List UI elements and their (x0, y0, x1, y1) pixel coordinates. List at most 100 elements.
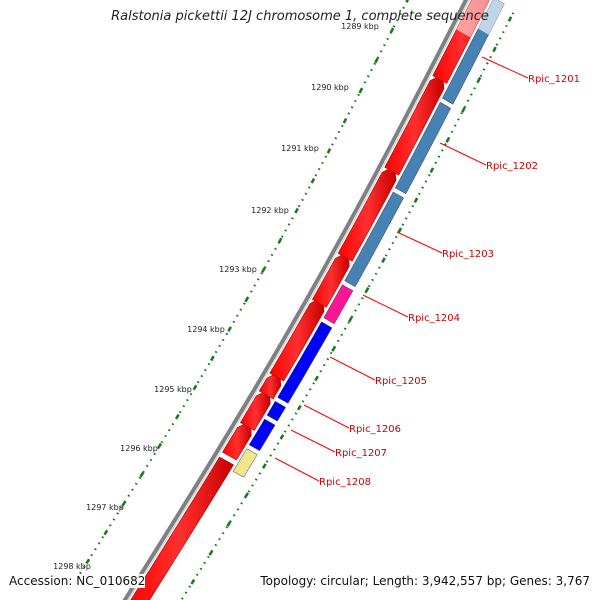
tick-major (85, 558, 91, 565)
tick-dot (189, 392, 193, 396)
leader-line (481, 56, 529, 79)
gene-label: Rpic_1203 (442, 249, 494, 260)
tick-dot (470, 93, 473, 96)
tick-dot (437, 155, 441, 158)
tick-dot (249, 290, 253, 293)
tick-major (261, 267, 266, 273)
tick-dot (112, 518, 116, 521)
tick-dot (274, 247, 277, 251)
tick-dot (254, 478, 258, 481)
tick-dot (317, 167, 321, 171)
tick-dot (225, 525, 229, 529)
tick-major (342, 118, 348, 124)
tick-dot (294, 412, 298, 415)
tick-dot (340, 333, 344, 337)
leader-line (439, 142, 487, 166)
tick-dot (290, 418, 294, 421)
tick-dot (511, 12, 515, 15)
tick-dot (321, 161, 324, 165)
tick-dot (287, 424, 291, 427)
tick-dot (142, 470, 145, 474)
gene-label: Rpic_1204 (408, 313, 460, 324)
kbp-tick-label: 1294 kbp (187, 325, 225, 334)
tick-dot (418, 192, 421, 196)
tick-dot (404, 217, 408, 220)
tick-dot (392, 25, 396, 28)
tick-dot (258, 472, 262, 475)
tick-major (331, 346, 336, 352)
kbp-tick-label: 1293 kbp (219, 265, 257, 274)
gene-label: Rpic_1208 (319, 477, 371, 488)
tick-dot (149, 458, 153, 462)
kbp-tick-label: 1289 kbp (341, 22, 379, 31)
tick-dot (82, 565, 86, 569)
tick-dot (214, 350, 218, 354)
tick-major (492, 46, 497, 53)
tick-dot (371, 278, 374, 282)
tick-dot (181, 597, 184, 600)
tick-dot (221, 338, 225, 342)
tick-dot (322, 363, 326, 367)
tick-dot (314, 174, 318, 177)
gene-fade (478, 0, 505, 35)
leader-line (362, 294, 409, 318)
tick-dot (308, 388, 312, 391)
tick-dot (505, 24, 508, 28)
tick-dot (373, 62, 377, 66)
tick-dot (498, 37, 502, 40)
tick-dot (196, 380, 200, 384)
tick-dot (421, 186, 425, 189)
tick-dot (391, 241, 395, 245)
tick-dot (473, 87, 476, 90)
tick-dot (386, 37, 389, 41)
tick-dot (489, 55, 492, 59)
tick-major (174, 413, 180, 420)
gene-label: Rpic_1205 (375, 376, 427, 387)
tick-dot (347, 321, 350, 324)
backbone (122, 0, 470, 600)
tick-dot (378, 266, 381, 269)
tick-dot (305, 394, 308, 397)
tick-dot (178, 410, 182, 414)
tick-major (294, 207, 299, 214)
tick-dot (218, 344, 221, 348)
gene-Rpic_1204 (323, 284, 354, 325)
forward-strand-features (130, 0, 490, 600)
tick-dot (312, 382, 316, 385)
tick-dot (134, 482, 138, 486)
tick-dot (164, 434, 167, 438)
tick-major (139, 471, 145, 478)
cds-feature (130, 456, 234, 600)
tick-major (413, 197, 419, 204)
tick-dot (463, 105, 467, 109)
accession-footer: Accession: NC_010682 (9, 574, 146, 588)
tick-dot (171, 422, 175, 426)
tick-major (476, 76, 482, 83)
kbp-tick-label: 1296 kbp (120, 444, 158, 453)
scale-ticks: 1289 kbp 1290 kbp 1291 kbp 1292 kbp 1293 kbp… (53, 0, 515, 600)
leader-line (303, 404, 350, 429)
tick-dot (374, 272, 378, 276)
gene-label: Rpic_1202 (486, 161, 538, 172)
tick-dot (411, 204, 415, 208)
tick-dot (270, 253, 274, 257)
accession-value: NC_010682 (76, 574, 146, 588)
tick-dot (167, 428, 171, 432)
tick-dot (324, 155, 328, 159)
tick-dot (350, 106, 354, 109)
tick-dot (182, 404, 186, 408)
tick-dot (495, 43, 499, 46)
tick-major (121, 500, 127, 507)
tick-dot (160, 440, 164, 444)
tick-dot (280, 235, 284, 238)
tick-dot (408, 211, 411, 214)
tick-dot (388, 248, 391, 251)
kbp-tick-label: 1291 kbp (281, 144, 319, 153)
tick-major (277, 237, 283, 244)
tick-dot (301, 400, 305, 403)
tick-dot (357, 93, 360, 97)
tick-major (381, 257, 386, 263)
tick-dot (253, 284, 257, 287)
tick-dot (145, 464, 149, 468)
tick-dot (239, 308, 243, 311)
